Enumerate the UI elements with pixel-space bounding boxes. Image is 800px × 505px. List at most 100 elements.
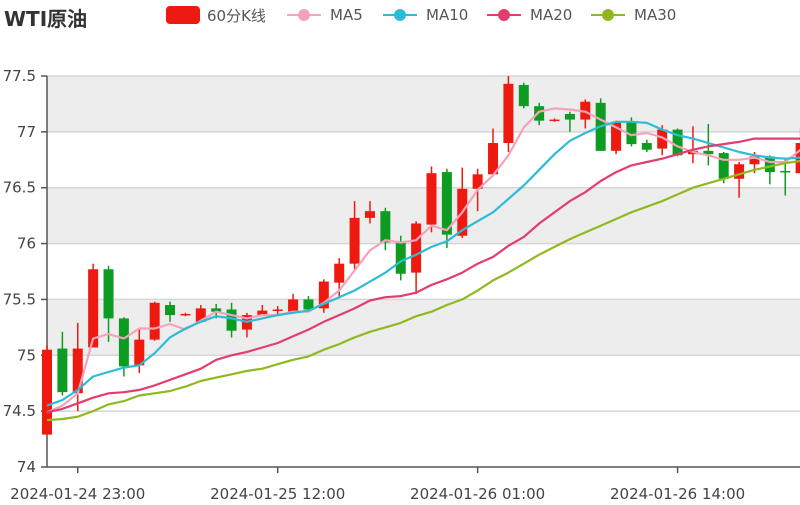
candle-body — [211, 308, 222, 312]
candle — [411, 221, 422, 294]
candle-body — [426, 173, 437, 225]
candle-body — [641, 143, 652, 150]
candle-body — [657, 129, 668, 149]
x-tick-label: 2024-01-25 12:00 — [210, 485, 345, 503]
candle-body — [303, 299, 314, 310]
candle — [380, 207, 391, 251]
candle — [180, 312, 191, 317]
candle — [42, 345, 52, 435]
candle — [734, 162, 745, 198]
candle — [288, 293, 299, 313]
candle — [364, 201, 375, 224]
candle — [441, 168, 452, 249]
y-tick-label: 77 — [17, 123, 36, 141]
candle — [488, 128, 499, 176]
x-tick-label: 2024-01-24 23:00 — [10, 485, 145, 503]
candle-body — [257, 310, 268, 316]
ma5-line — [46, 107, 800, 414]
candle-body — [195, 308, 206, 322]
candle-body — [626, 121, 637, 145]
legend-label: 60分K线 — [207, 6, 266, 25]
candle-body — [118, 318, 129, 367]
candle — [426, 166, 437, 233]
candle-body — [72, 348, 83, 394]
candle-body — [672, 129, 683, 156]
candle-body — [42, 349, 52, 435]
candle-legend-icon — [166, 6, 200, 24]
grid-band — [47, 76, 800, 132]
candle-body — [395, 241, 406, 274]
candle — [764, 155, 775, 185]
candle — [165, 301, 176, 322]
legend-label: MA30 — [634, 6, 677, 24]
y-tick-label: 74 — [17, 458, 36, 476]
candle-body — [780, 170, 791, 173]
candle — [549, 118, 560, 122]
legend-item-ma20[interactable]: MA20 — [487, 4, 572, 26]
ma5-legend-icon — [287, 9, 321, 21]
candle — [703, 124, 714, 166]
candle — [226, 302, 237, 338]
grid-band — [47, 411, 800, 467]
candle-body — [57, 348, 68, 393]
legend-label: MA10 — [426, 6, 469, 24]
chart-title: WTI原油 — [4, 7, 88, 31]
candle-body — [149, 302, 160, 340]
grid-band — [47, 187, 800, 244]
candle-body — [734, 164, 745, 179]
candle-body — [411, 223, 422, 273]
candle-body — [88, 269, 99, 348]
legend-item-candles[interactable]: 60分K线 — [166, 4, 266, 26]
candle — [672, 128, 683, 157]
ma10-line — [46, 120, 800, 407]
candle-body — [549, 119, 560, 122]
candle-body — [364, 211, 375, 218]
y-tick-label: 75 — [17, 346, 36, 364]
candle — [149, 301, 160, 341]
candle-body — [703, 150, 714, 155]
x-tick-label: 2024-01-26 01:00 — [410, 485, 545, 503]
ma20-legend-icon — [487, 9, 521, 21]
y-tick-label: 76.5 — [3, 179, 36, 197]
legend-item-ma5[interactable]: MA5 — [287, 4, 363, 26]
candle-body — [503, 83, 514, 144]
candle-body — [488, 143, 499, 175]
candle-body — [272, 309, 283, 311]
candle-body — [472, 174, 483, 189]
candle-body — [764, 156, 775, 173]
candle-body — [180, 313, 191, 316]
legend-item-ma30[interactable]: MA30 — [591, 4, 676, 26]
candle-body — [380, 211, 391, 243]
ma30-legend-icon — [591, 9, 625, 21]
candle — [57, 331, 68, 396]
candle — [303, 296, 314, 312]
candle — [518, 82, 529, 109]
y-tick-label: 74.5 — [3, 402, 36, 420]
ma30-line — [46, 159, 800, 422]
ma20-line — [46, 137, 800, 414]
candle-body — [534, 106, 545, 121]
candle — [88, 263, 99, 348]
legend-label: MA20 — [530, 6, 573, 24]
candle — [103, 265, 114, 342]
candle-body — [103, 269, 114, 319]
candle-body — [349, 217, 360, 264]
candle — [503, 76, 514, 152]
legend-label: MA5 — [330, 6, 363, 24]
legend-item-ma10[interactable]: MA10 — [383, 4, 468, 26]
candle-body — [226, 309, 237, 331]
candle-body — [441, 172, 452, 235]
candle-body — [518, 84, 529, 107]
candle-body — [611, 121, 622, 151]
y-tick-label: 77.5 — [3, 67, 36, 85]
x-tick-label: 2024-01-26 14:00 — [610, 485, 745, 503]
candle — [641, 139, 652, 152]
candle-body — [718, 153, 729, 179]
candle-body — [134, 339, 145, 366]
candle-body — [288, 299, 299, 312]
candle — [72, 322, 83, 412]
candle — [318, 279, 329, 313]
candle — [349, 201, 360, 271]
y-tick-label: 75.5 — [3, 290, 36, 308]
